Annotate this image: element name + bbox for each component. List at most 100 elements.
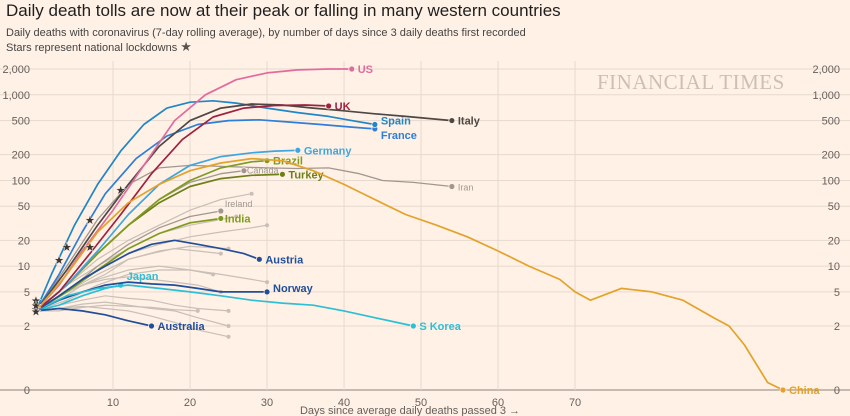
lockdown-star-icon: ★ (84, 213, 96, 228)
y-tick-label-left: 2 (24, 321, 30, 333)
lockdown-star-icon: ★ (30, 293, 42, 308)
series-end-dot-other (226, 323, 231, 328)
series-label-china: China (789, 385, 820, 397)
series-end-dot-iran (448, 183, 456, 190)
series-end-dot-s-korea (409, 322, 417, 330)
series-line-italy (35, 103, 452, 312)
chart-note: Stars represent national lockdowns ★ (6, 40, 192, 55)
series-end-dot-austria (255, 255, 263, 263)
y-tick-label-right: 20 (828, 235, 840, 247)
series-label-turkey: Turkey (288, 169, 324, 181)
series-label-s-korea: S Korea (419, 321, 461, 333)
lockdown-star-icon: ★ (30, 304, 42, 319)
y-tick-label-right: 100 (822, 175, 840, 187)
series-label-italy: Italy (458, 116, 481, 128)
series-end-dot-us (348, 65, 356, 73)
x-axis-label: Days since average daily deaths passed 3… (300, 405, 520, 416)
x-tick-label: 20 (184, 397, 196, 409)
x-tick-label: 60 (492, 397, 504, 409)
x-tick-label: 10 (107, 397, 119, 409)
series-label-us: US (358, 64, 373, 76)
series-label-japan: Japan (127, 271, 159, 283)
series-end-dot-germany (294, 146, 302, 154)
lockdown-star-icon: ★ (30, 302, 42, 317)
series-line-france (35, 118, 375, 312)
lockdown-star-icon: ★ (115, 183, 127, 198)
series-label-iran: Iran (458, 182, 474, 192)
source-watermark: FINANCIAL TIMES (597, 70, 785, 94)
series-end-dot-india (217, 215, 225, 222)
y-tick-label-left: 500 (12, 116, 30, 128)
series-label-austria: Austria (265, 254, 304, 266)
series-end-dot-other (226, 308, 231, 313)
series-line-iran (35, 164, 452, 312)
y-tick-label-right: 0 (834, 385, 840, 397)
y-tick-label-left: 20 (18, 235, 30, 247)
series-end-dot-other (195, 308, 200, 313)
series-label-india: India (225, 213, 252, 225)
series-end-dot-other (265, 223, 270, 228)
series-label-uk: UK (335, 101, 351, 113)
series-line-us (35, 68, 352, 312)
series-label-germany: Germany (304, 145, 353, 157)
series-end-dot-other (234, 214, 239, 219)
series-line-australia (35, 307, 152, 327)
y-tick-label-right: 5 (834, 287, 840, 299)
series-end-dot-brazil (263, 157, 271, 165)
series-end-dot-australia (148, 322, 155, 330)
series-line-other (36, 304, 198, 312)
lockdown-star-icon: ★ (84, 239, 96, 254)
series-line-other (35, 265, 268, 312)
y-tick-label-left: 100 (12, 175, 30, 187)
x-tick-label: 40 (338, 397, 350, 409)
series-end-dot-italy (448, 117, 456, 124)
lockdown-note: Stars represent national lockdowns (6, 42, 178, 54)
x-tick-label: 30 (261, 397, 273, 409)
y-tick-label-left: 10 (18, 261, 30, 273)
series-line-austria (35, 239, 260, 312)
series-end-dot-other (249, 191, 254, 196)
series-label-canada: Canada (247, 166, 279, 176)
y-tick-label-left: 5 (24, 287, 30, 299)
y-tick-label-right: 200 (822, 150, 840, 162)
series-line-spain (35, 99, 375, 312)
series-label-spain: Spain (381, 115, 411, 127)
series-end-dot-china (779, 386, 787, 394)
series-end-dot-other (218, 251, 223, 256)
y-tick-label-left: 50 (18, 201, 30, 213)
series-line-germany (35, 149, 298, 312)
x-tick-label: 50 (415, 397, 427, 409)
series-line-india (35, 217, 221, 312)
star-icon: ★ (180, 39, 192, 54)
series-label-australia: Australia (158, 321, 206, 333)
y-tick-label-right: 1,000 (812, 90, 840, 102)
series-line-other (35, 295, 229, 312)
lockdown-star-icon: ★ (53, 252, 65, 267)
series-end-dot-ireland (217, 207, 225, 215)
x-tick-label: 70 (569, 397, 581, 409)
series-end-dot-spain (371, 121, 379, 128)
series-line-uk (35, 104, 329, 312)
series-end-dot-uk (325, 102, 333, 110)
lockdown-star-icon: ★ (61, 239, 73, 254)
lockdown-star-icon: ★ (30, 298, 42, 313)
series-label-ireland: Ireland (225, 199, 253, 209)
y-tick-label-left: 2,000 (2, 64, 30, 76)
series-end-dot-other (265, 280, 270, 285)
y-tick-label-left: 1,000 (2, 90, 30, 102)
series-end-dot-canada (240, 167, 248, 175)
series-line-other (35, 305, 229, 338)
y-tick-label-right: 2 (834, 321, 840, 333)
y-tick-label-right: 500 (822, 116, 840, 128)
series-line-china (35, 157, 784, 391)
series-label-france: France (381, 130, 417, 142)
series-label-norway: Norway (273, 283, 314, 295)
series-end-dot-turkey (279, 170, 286, 178)
y-tick-label-right: 50 (828, 201, 840, 213)
y-tick-label-right: 2,000 (812, 64, 840, 76)
y-tick-label-left: 200 (12, 150, 30, 162)
y-tick-label-right: 10 (828, 261, 840, 273)
chart-title: Daily death tolls are now at their peak … (6, 1, 561, 20)
